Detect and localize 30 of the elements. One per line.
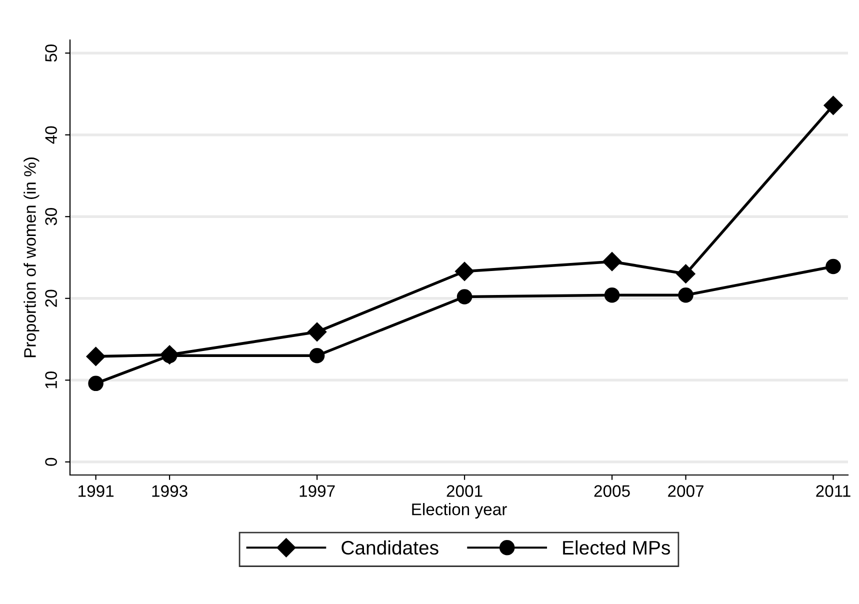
y-tick-label: 20: [45, 290, 57, 307]
x-tick-label: 1997: [300, 485, 335, 497]
y-tick-label: 30: [45, 208, 57, 226]
x-tick-label: 2011: [816, 485, 850, 497]
y-axis-title: Proportion of women (in %): [24, 158, 40, 358]
x-tick-label: 1993: [152, 485, 188, 497]
point: [160, 345, 180, 364]
y-tick-label: 40: [45, 126, 57, 144]
point: [678, 287, 694, 303]
point: [86, 346, 106, 366]
point: [88, 376, 104, 392]
x-tick-label: 2005: [594, 485, 630, 497]
point: [454, 262, 474, 281]
point: [676, 264, 696, 284]
y-tick-label: 0: [45, 458, 57, 466]
x-axis-title: Election year: [412, 503, 507, 519]
x-tick-label: 1991: [78, 485, 114, 497]
x-tick-label: 2001: [446, 485, 482, 497]
point: [824, 96, 843, 115]
legend-label: Elected MPs: [563, 540, 670, 555]
y-tick-label: 10: [45, 372, 57, 388]
point: [604, 287, 620, 303]
legend-label: Candidates: [342, 540, 438, 555]
point: [309, 348, 325, 364]
x-tick-label: 2007: [668, 485, 704, 497]
point: [602, 252, 622, 272]
point: [456, 289, 472, 304]
y-tick-label: 50: [45, 44, 57, 62]
point: [826, 258, 841, 274]
point: [308, 322, 327, 342]
